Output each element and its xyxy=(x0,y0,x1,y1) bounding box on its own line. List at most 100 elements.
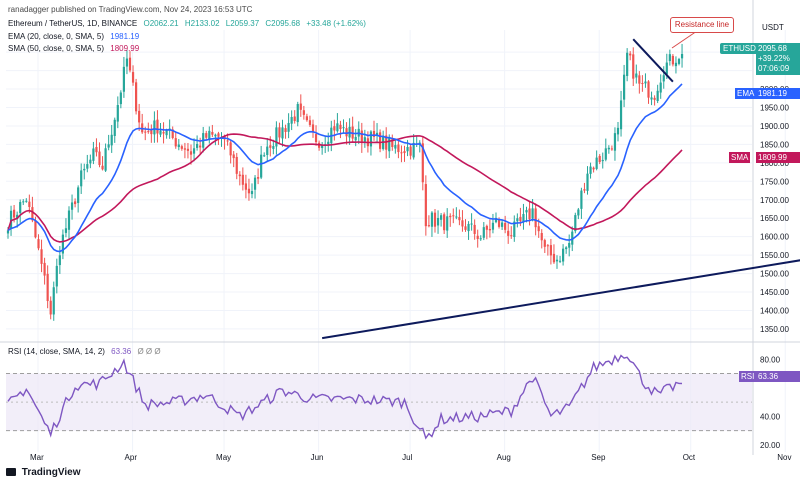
ema-legend-value: 1981.19 xyxy=(110,32,140,41)
resistance-annotation-text: Resistance line xyxy=(674,20,730,29)
candle-body xyxy=(257,177,260,179)
candle-body xyxy=(354,136,357,141)
axes: 1350.00 1400.00 1450.00 1500.00 1550.00 1600.… xyxy=(30,48,791,462)
candle-body xyxy=(558,260,562,262)
candle-body xyxy=(9,210,13,229)
currency-label[interactable]: USDT xyxy=(762,23,788,32)
candle-body xyxy=(208,130,211,140)
candle-body xyxy=(128,57,132,71)
candle-body xyxy=(55,265,58,287)
candle-body xyxy=(159,130,162,135)
candle-body xyxy=(244,183,247,190)
rsi-tick-label: 80.00 xyxy=(760,355,781,364)
price-tick-label: 1650.00 xyxy=(760,214,789,223)
candle-body xyxy=(656,90,659,102)
candle-body xyxy=(333,126,336,131)
price-tick-label: 1850.00 xyxy=(760,140,789,149)
price-tick-label: 1450.00 xyxy=(760,288,789,297)
ticker-tag: ETHUSDT xyxy=(720,43,764,54)
candle-body xyxy=(74,201,77,205)
candle-body xyxy=(253,177,257,190)
candle-body xyxy=(586,173,589,191)
candle-body xyxy=(67,210,71,230)
candle-body xyxy=(540,232,543,241)
candle-body xyxy=(363,137,366,142)
candle-body xyxy=(345,128,348,137)
last-price-value: 2095.68 xyxy=(758,44,787,53)
candle-body xyxy=(583,189,586,191)
candle-body xyxy=(290,116,293,124)
price-tick-label: 1900.00 xyxy=(760,122,789,131)
price-tick-label: 1400.00 xyxy=(760,306,789,315)
candle-body xyxy=(440,215,443,220)
candle-body xyxy=(598,155,601,162)
candle-body xyxy=(568,243,571,248)
ema-tag-value: 1981.19 xyxy=(756,88,800,99)
rsi-legend[interactable]: RSI (14, close, SMA, 14, 2) 63.36 Ø Ø Ø xyxy=(8,347,165,356)
symbol-line: Ethereum / TetherUS, 1D, BINANCE O2062.2… xyxy=(8,19,370,28)
candle-body xyxy=(19,202,22,214)
candle-body xyxy=(528,208,531,220)
candle-body xyxy=(409,146,412,156)
candle-body xyxy=(494,217,498,223)
candle-body xyxy=(424,184,427,227)
candle-body xyxy=(665,62,668,75)
candle-body xyxy=(650,97,653,100)
candle-body xyxy=(275,127,278,147)
sma-legend[interactable]: SMA (50, close, 0, SMA, 5) 1809.99 xyxy=(8,44,143,53)
candle-body xyxy=(449,215,452,218)
last-price-countdown: 07:06:09 xyxy=(758,64,790,73)
price-tick-label: 1550.00 xyxy=(760,251,789,260)
candle-body xyxy=(269,145,272,148)
candle-body xyxy=(34,220,37,238)
candle-body xyxy=(668,54,671,62)
time-tick-label: Nov xyxy=(777,453,791,462)
candle-body xyxy=(144,131,147,133)
candle-body xyxy=(327,141,330,145)
candle-body xyxy=(592,167,595,170)
resistance-trendline xyxy=(632,38,674,83)
candle-body xyxy=(674,62,678,67)
candle-body xyxy=(555,259,559,262)
sma-50-line xyxy=(7,133,683,243)
candle-body xyxy=(110,134,113,146)
candle-body xyxy=(46,273,49,302)
rsi-tick-label: 40.00 xyxy=(760,412,781,421)
candle-body xyxy=(446,216,449,231)
candle-body xyxy=(211,131,214,135)
tv-icon xyxy=(6,468,16,477)
candle-body xyxy=(25,200,28,202)
candle-body xyxy=(266,146,269,155)
tradingview-logo[interactable]: TradingView xyxy=(6,467,81,478)
candle-body xyxy=(610,148,613,150)
candle-body xyxy=(22,201,25,203)
candle-body xyxy=(141,123,144,133)
candle-body xyxy=(83,168,86,171)
ema-legend[interactable]: EMA (20, close, 0, SMA, 5) 1981.19 xyxy=(8,32,143,41)
candle-body xyxy=(397,144,400,153)
candle-body xyxy=(263,155,266,157)
candle-body xyxy=(189,151,193,155)
candle-body xyxy=(238,174,241,177)
candle-body xyxy=(436,217,440,226)
candle-body xyxy=(214,134,217,137)
candle-body xyxy=(104,148,107,171)
price-tick-label: 1600.00 xyxy=(760,233,789,242)
candle-body xyxy=(116,105,119,122)
candle-body xyxy=(504,223,507,230)
candle-body xyxy=(43,262,46,276)
candle-body xyxy=(247,188,251,194)
ohlc-close: C2095.68 xyxy=(265,19,301,28)
candle-body xyxy=(485,225,488,230)
candle-body xyxy=(601,159,604,162)
candle-body xyxy=(49,300,52,315)
candle-body xyxy=(339,124,342,130)
ohlc-change: +33.48 (+1.62%) xyxy=(306,19,366,28)
candle-body xyxy=(107,144,110,148)
ema-legend-label: EMA (20, close, 0, SMA, 5) xyxy=(8,32,105,41)
candle-body xyxy=(165,130,168,136)
candle-body xyxy=(314,134,318,143)
candle-body xyxy=(40,249,43,264)
candle-body xyxy=(6,230,10,234)
candle-body xyxy=(458,217,461,221)
